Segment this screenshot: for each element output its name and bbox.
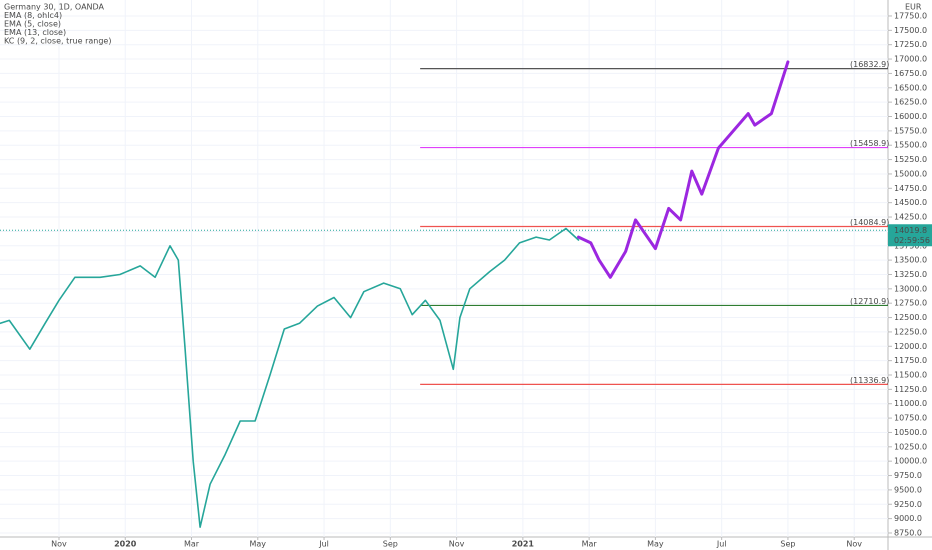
x-tick-label: Jul	[318, 540, 329, 549]
y-tick-label: 11500.0	[894, 371, 927, 380]
y-tick-label: 13250.0	[894, 270, 927, 279]
y-tick-label: 17000.0	[894, 55, 927, 64]
level-label: (12710.9)	[850, 297, 889, 306]
x-tick-label: Jul	[716, 540, 727, 549]
last-price-tag	[888, 224, 932, 247]
legend-line: EMA (13, close)	[4, 28, 66, 37]
price-line	[577, 60, 790, 279]
y-tick-label: 15500.0	[894, 141, 927, 150]
x-tick-label: Nov	[51, 540, 67, 549]
y-tick-label: 16500.0	[894, 83, 927, 92]
x-tick-label: Sep	[383, 540, 398, 549]
y-tick-label: 17250.0	[894, 40, 927, 49]
y-tick-label: 11250.0	[894, 385, 927, 394]
x-tick-label: 2020	[114, 540, 137, 549]
y-tick-label: 9500.0	[894, 485, 922, 494]
y-tick-label: 12500.0	[894, 313, 927, 322]
y-tick-label: 12000.0	[894, 342, 927, 351]
x-tick-label: 2021	[512, 540, 535, 549]
legend-line: KC (9, 2, close, true range)	[4, 37, 111, 46]
countdown-label: 02:59:56	[894, 236, 930, 245]
x-tick-label: Nov	[846, 540, 862, 549]
x-tick-label: Nov	[449, 540, 465, 549]
y-tick-label: 16250.0	[894, 98, 927, 107]
y-tick-label: 14250.0	[894, 213, 927, 222]
level-label: (14084.9)	[850, 218, 889, 227]
y-tick-label: 11000.0	[894, 399, 927, 408]
y-tick-label: 12250.0	[894, 327, 927, 336]
y-tick-label: 15750.0	[894, 126, 927, 135]
y-tick-label: 16000.0	[894, 112, 927, 121]
y-tick-label: 17750.0	[894, 11, 927, 20]
level-label: (11336.9)	[850, 376, 889, 385]
y-tick-label: 12750.0	[894, 299, 927, 308]
y-tick-label: 9750.0	[894, 471, 922, 480]
y-tick-label: 10500.0	[894, 428, 927, 437]
y-tick-label: 13500.0	[894, 256, 927, 265]
last-price-label: 14019.8	[894, 226, 927, 235]
price-line	[0, 227, 580, 528]
y-tick-label: 10250.0	[894, 442, 927, 451]
legend-line: Germany 30, 1D, OANDA	[4, 3, 105, 12]
y-tick-label: 17500.0	[894, 26, 927, 35]
y-tick-label: 9250.0	[894, 500, 922, 509]
y-tick-label: 10000.0	[894, 457, 927, 466]
y-tick-label: 10750.0	[894, 414, 927, 423]
y-tick-label: 14500.0	[894, 198, 927, 207]
x-tick-label: Mar	[184, 540, 200, 549]
y-tick-label: 11750.0	[894, 356, 927, 365]
level-label: (16832.9)	[850, 60, 889, 69]
x-tick-label: May	[647, 540, 664, 549]
currency-label: EUR	[905, 3, 922, 12]
x-tick-label: May	[250, 540, 267, 549]
y-tick-label: 15250.0	[894, 155, 927, 164]
level-label: (15458.9)	[850, 139, 889, 148]
y-tick-label: 13000.0	[894, 284, 927, 293]
y-tick-label: 8750.0	[894, 528, 922, 537]
x-tick-label: Mar	[582, 540, 598, 549]
x-tick-label: Sep	[780, 540, 795, 549]
legend-line: EMA (8, ohlc4)	[4, 11, 62, 20]
y-tick-label: 15000.0	[894, 169, 927, 178]
y-tick-label: 14750.0	[894, 184, 927, 193]
legend-line: EMA (5, close)	[4, 20, 61, 29]
y-tick-label: 16750.0	[894, 69, 927, 78]
y-tick-label: 9000.0	[894, 514, 922, 523]
